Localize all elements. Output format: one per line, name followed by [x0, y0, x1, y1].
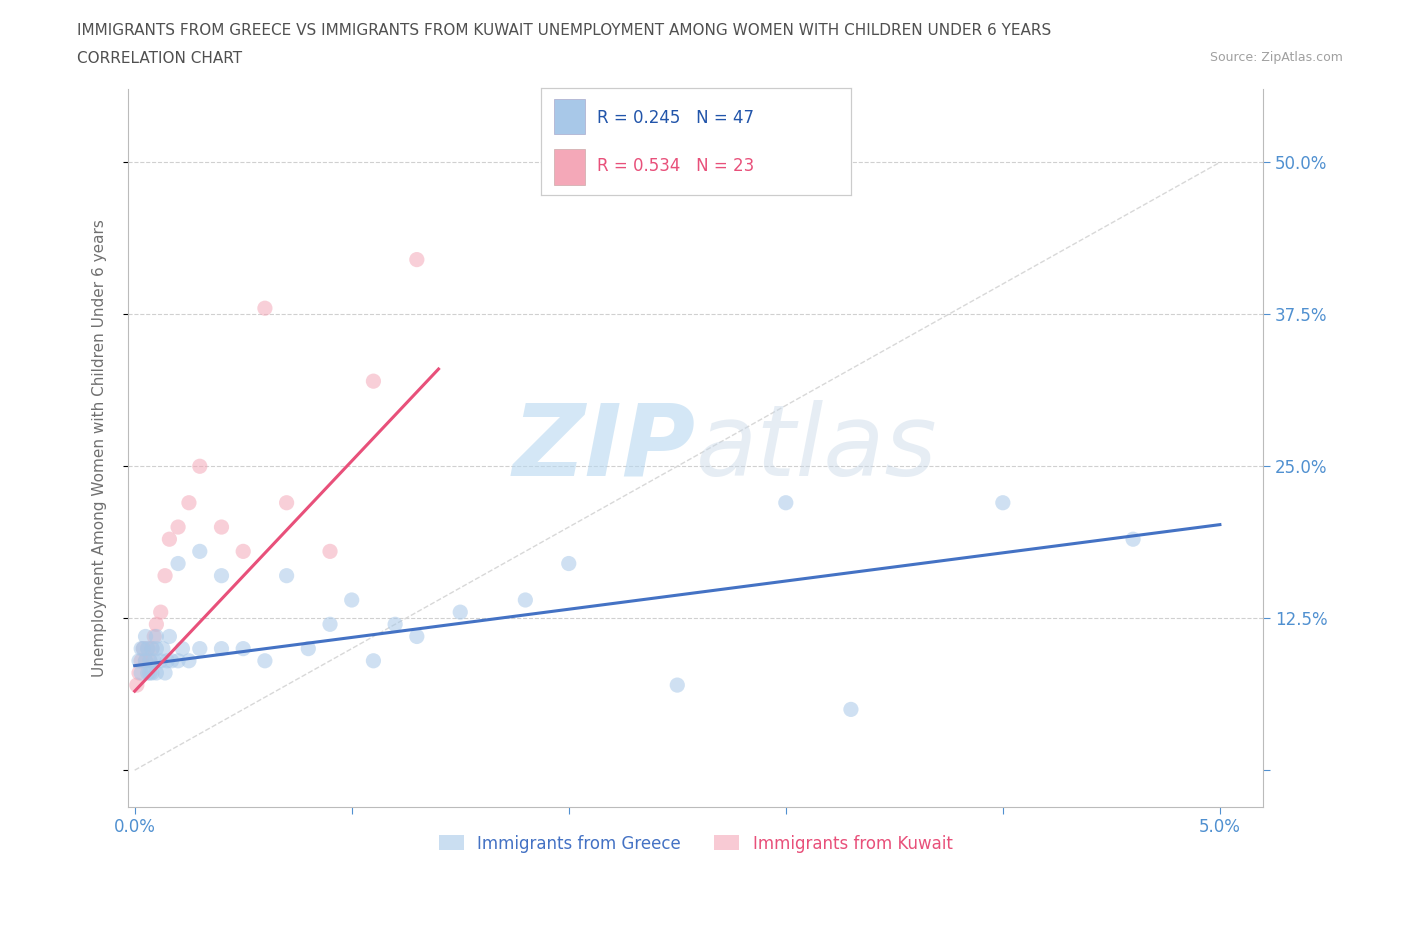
- Point: [145, 617, 167, 631]
- Bar: [554, 100, 585, 134]
- Point: [132, 641, 155, 656]
- Point: [141, 666, 163, 681]
- Point: [449, 604, 471, 619]
- Point: [160, 654, 183, 669]
- Point: [188, 641, 211, 656]
- Point: [253, 654, 276, 669]
- Point: [177, 654, 200, 669]
- Point: [145, 629, 167, 644]
- Point: [188, 544, 211, 559]
- Point: [152, 641, 174, 656]
- Point: [558, 556, 581, 571]
- Point: [188, 458, 211, 473]
- Point: [211, 520, 233, 535]
- Point: [153, 568, 176, 583]
- Point: [177, 496, 200, 511]
- Point: [143, 654, 166, 669]
- Text: IMMIGRANTS FROM GREECE VS IMMIGRANTS FROM KUWAIT UNEMPLOYMENT AMONG WOMEN WITH C: IMMIGRANTS FROM GREECE VS IMMIGRANTS FRO…: [77, 23, 1052, 38]
- Point: [363, 374, 385, 389]
- Point: [129, 641, 152, 656]
- Point: [775, 496, 797, 511]
- Text: R = 0.534   N = 23: R = 0.534 N = 23: [598, 157, 754, 176]
- Point: [141, 641, 163, 656]
- Point: [167, 556, 190, 571]
- Point: [149, 604, 172, 619]
- Point: [405, 629, 427, 644]
- Point: [156, 654, 179, 669]
- Point: [405, 252, 427, 267]
- Text: Source: ZipAtlas.com: Source: ZipAtlas.com: [1209, 51, 1343, 64]
- Point: [232, 641, 254, 656]
- Point: [135, 629, 157, 644]
- Point: [157, 629, 180, 644]
- Point: [128, 654, 150, 669]
- Bar: [554, 150, 585, 184]
- Point: [135, 654, 157, 669]
- Point: [232, 544, 254, 559]
- Point: [145, 641, 167, 656]
- Point: [1122, 532, 1144, 547]
- Point: [211, 568, 233, 583]
- Point: [384, 617, 406, 631]
- Point: [139, 654, 162, 669]
- Text: R = 0.245   N = 47: R = 0.245 N = 47: [598, 110, 754, 127]
- Point: [129, 666, 152, 681]
- Point: [167, 520, 190, 535]
- Point: [172, 641, 194, 656]
- Legend: Immigrants from Greece, Immigrants from Kuwait: Immigrants from Greece, Immigrants from …: [432, 828, 959, 859]
- Point: [139, 666, 162, 681]
- Point: [153, 666, 176, 681]
- Point: [340, 592, 363, 607]
- Point: [125, 678, 148, 693]
- Point: [211, 641, 233, 656]
- Point: [839, 702, 862, 717]
- Point: [136, 641, 159, 656]
- Y-axis label: Unemployment Among Women with Children Under 6 years: Unemployment Among Women with Children U…: [93, 219, 107, 677]
- Text: CORRELATION CHART: CORRELATION CHART: [77, 51, 242, 66]
- Point: [132, 641, 155, 656]
- Text: ZIP: ZIP: [513, 400, 696, 497]
- Point: [157, 532, 180, 547]
- Point: [253, 300, 276, 315]
- Point: [136, 666, 159, 681]
- Point: [149, 654, 172, 669]
- Point: [319, 544, 342, 559]
- Point: [167, 654, 190, 669]
- Point: [128, 666, 150, 681]
- Point: [136, 641, 159, 656]
- Point: [666, 678, 689, 693]
- Point: [515, 592, 537, 607]
- Point: [319, 617, 342, 631]
- Point: [145, 666, 167, 681]
- Point: [276, 568, 298, 583]
- Point: [363, 654, 385, 669]
- Point: [143, 629, 166, 644]
- Point: [297, 641, 319, 656]
- Point: [276, 496, 298, 511]
- Point: [129, 654, 152, 669]
- Point: [991, 496, 1014, 511]
- Point: [141, 641, 163, 656]
- Point: [135, 654, 157, 669]
- Text: atlas: atlas: [696, 400, 938, 497]
- Point: [139, 654, 162, 669]
